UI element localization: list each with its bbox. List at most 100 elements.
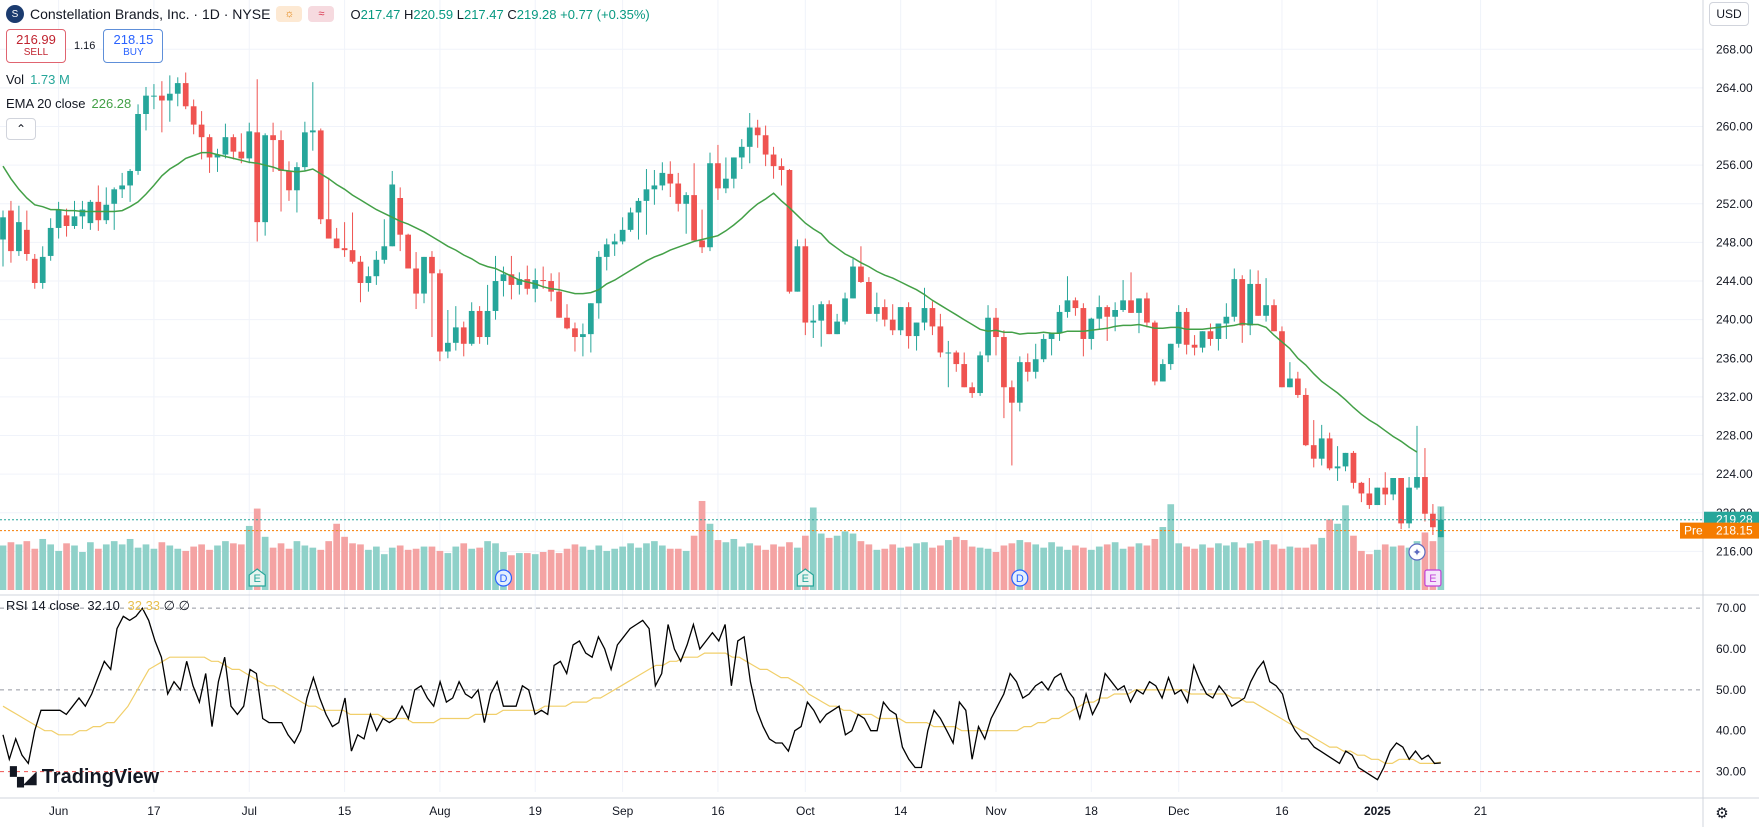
volume-bar bbox=[547, 549, 555, 590]
candle-body bbox=[79, 209, 86, 217]
candle-body bbox=[1001, 337, 1007, 388]
volume-bar bbox=[1040, 547, 1047, 590]
volume-bar bbox=[94, 548, 102, 590]
market-hours-icon[interactable]: ☼ bbox=[276, 6, 303, 22]
dividend-marker bbox=[1011, 569, 1029, 587]
time-tick-label: 2025 bbox=[1364, 804, 1391, 818]
candle-body bbox=[405, 234, 411, 269]
candle-body bbox=[945, 352, 952, 354]
candle-body bbox=[889, 319, 896, 331]
volume-bar bbox=[1302, 547, 1310, 590]
candle-body bbox=[1088, 318, 1095, 339]
volume-bar bbox=[786, 542, 793, 590]
candle-body bbox=[1358, 482, 1365, 494]
candle-body bbox=[762, 135, 769, 155]
volume-bar bbox=[801, 535, 809, 590]
volume-bar bbox=[516, 553, 523, 590]
volume-bar bbox=[1318, 537, 1326, 590]
candle-body bbox=[1271, 305, 1277, 332]
candle-body bbox=[1310, 445, 1317, 459]
candle-body bbox=[1128, 300, 1134, 313]
candle-body bbox=[977, 355, 983, 394]
candle-body bbox=[667, 173, 674, 184]
volume-bar bbox=[293, 541, 301, 590]
volume-bar bbox=[619, 546, 626, 590]
volume-bar bbox=[1048, 542, 1055, 590]
candle-body bbox=[818, 304, 825, 321]
market-status-icon[interactable]: ≈ bbox=[308, 6, 335, 22]
volume-bar bbox=[39, 538, 47, 590]
volume-bar bbox=[666, 548, 674, 590]
price-tick-label: 216.00 bbox=[1716, 544, 1753, 558]
volume-bar bbox=[929, 547, 936, 590]
volume-bar bbox=[770, 544, 777, 590]
time-tick-label: 15 bbox=[338, 804, 352, 818]
time-tick-label: 17 bbox=[147, 804, 161, 818]
buy-button[interactable]: 218.15 BUY bbox=[103, 29, 164, 63]
candle-body bbox=[1223, 316, 1230, 324]
volume-bar bbox=[404, 549, 412, 590]
candle-body bbox=[794, 246, 801, 292]
volume-bar bbox=[476, 547, 483, 590]
tradingview-logo[interactable]: ▚◢ TradingView bbox=[10, 766, 160, 788]
volume-bar bbox=[1223, 545, 1230, 590]
pre-price-label: 218.15 bbox=[1716, 524, 1753, 538]
candle-body bbox=[1207, 331, 1214, 339]
candle-body bbox=[159, 95, 165, 101]
volume-legend[interactable]: Vol 1.73 M bbox=[6, 72, 70, 87]
volume-bar bbox=[428, 546, 436, 590]
candle-body bbox=[1279, 331, 1285, 388]
volume-bar bbox=[1095, 546, 1103, 590]
volume-bar bbox=[563, 548, 571, 590]
candle-body bbox=[508, 274, 515, 285]
candle-body bbox=[1040, 338, 1047, 360]
volume-bar bbox=[341, 536, 348, 590]
ema-legend[interactable]: EMA 20 close 226.28 bbox=[6, 96, 132, 111]
candle-body bbox=[1072, 300, 1079, 309]
volume-bar bbox=[722, 542, 730, 590]
candle-body bbox=[500, 274, 507, 282]
settings-gear-icon[interactable]: ⚙ bbox=[1715, 805, 1729, 822]
candle-body bbox=[381, 246, 388, 260]
volume-bar bbox=[237, 544, 245, 590]
candle-body bbox=[198, 124, 205, 138]
candle-body bbox=[0, 217, 6, 240]
rsi-legend[interactable]: RSI 14 close 32.10 32.33 ∅ ∅ bbox=[6, 598, 190, 613]
currency-button[interactable]: USD bbox=[1709, 2, 1749, 26]
candle-body bbox=[1136, 298, 1142, 313]
volume-bar bbox=[174, 548, 182, 590]
time-tick-label: 19 bbox=[529, 804, 543, 818]
candle-body bbox=[993, 317, 999, 338]
volume-bar bbox=[730, 538, 738, 590]
earnings-marker-label: E bbox=[802, 573, 809, 585]
volume-bar bbox=[944, 540, 952, 590]
collapse-legend-button[interactable]: ⌃ bbox=[6, 118, 36, 140]
volume-bar bbox=[595, 545, 603, 590]
candle-body bbox=[47, 227, 54, 256]
volume-bar bbox=[412, 548, 420, 590]
rsi-tick-label: 60.00 bbox=[1716, 642, 1746, 656]
volume-bar bbox=[587, 549, 595, 590]
candle-body bbox=[437, 273, 443, 352]
volume-bar bbox=[1350, 535, 1357, 590]
sell-button[interactable]: 216.99 SELL bbox=[6, 29, 66, 63]
volume-bar bbox=[285, 548, 293, 590]
candle-body bbox=[429, 256, 435, 274]
company-logo-icon: S bbox=[6, 5, 24, 23]
candle-body bbox=[1255, 283, 1261, 316]
price-tick-label: 268.00 bbox=[1716, 42, 1753, 56]
candle-body bbox=[127, 170, 133, 186]
candle-body bbox=[421, 256, 427, 294]
volume-bar bbox=[110, 541, 118, 590]
volume-bar bbox=[1294, 547, 1302, 590]
volume-bar bbox=[690, 535, 698, 590]
candle-body bbox=[564, 317, 570, 329]
candle-body bbox=[1199, 331, 1206, 348]
candle-body bbox=[1152, 322, 1158, 382]
volume-bar bbox=[452, 546, 460, 590]
candle-body bbox=[103, 204, 110, 221]
symbol-title[interactable]: Constellation Brands, Inc. · 1D · NYSE bbox=[30, 6, 271, 22]
volume-bar bbox=[1056, 546, 1063, 590]
volume-bar bbox=[833, 535, 841, 590]
